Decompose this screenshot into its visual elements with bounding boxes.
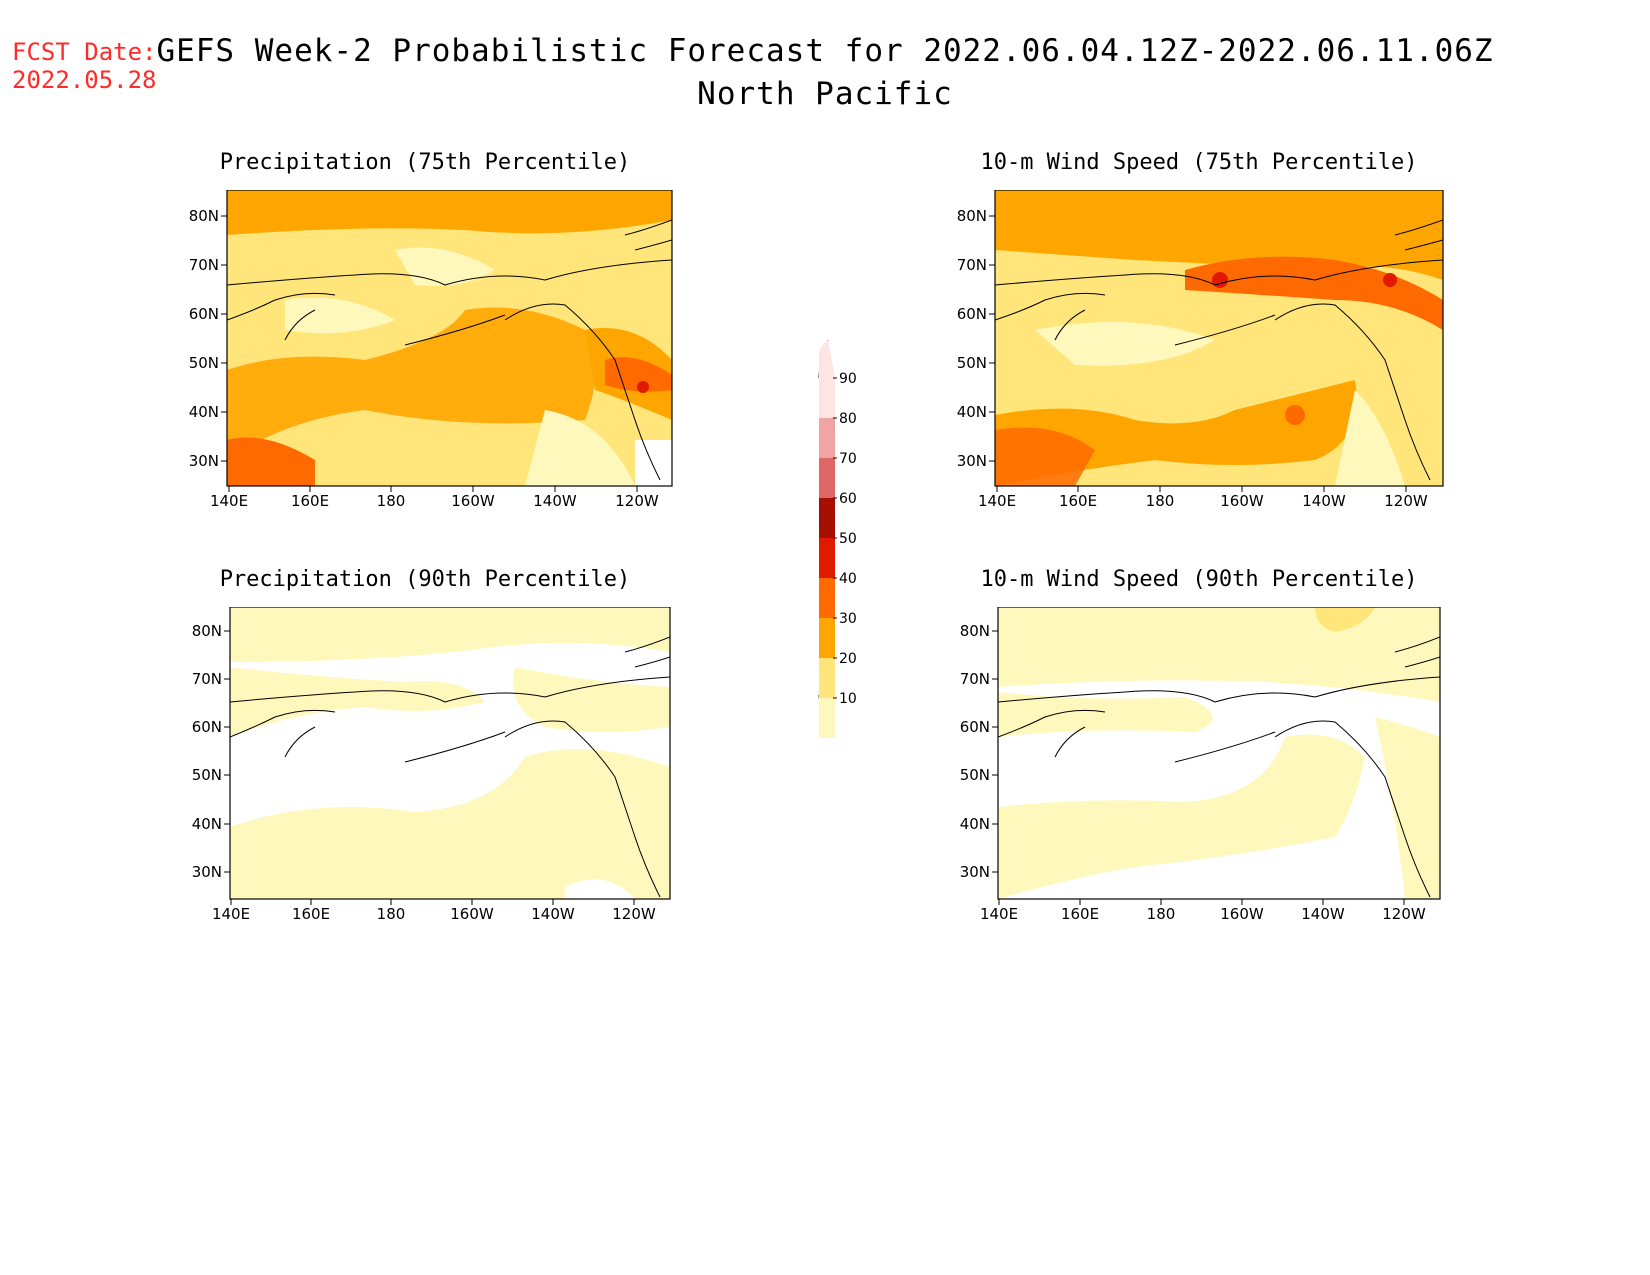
colorbar-label: 70: [839, 451, 857, 467]
map-precip-90: 80N 70N 60N 50N 40N 30N 140E 160E 180 16…: [192, 606, 671, 923]
forecast-date-value: 2022.05.28: [12, 66, 157, 94]
colorbar-swatch: [819, 658, 835, 698]
lon-label: 140E: [212, 905, 250, 923]
lon-label: 160E: [1059, 492, 1097, 510]
map-wind-90: 80N 70N 60N 50N 40N 30N 140E 160E 180 16…: [960, 606, 1441, 923]
lon-label: 180: [1147, 905, 1176, 923]
panel-wind-75: 10-m Wind Speed (75th Percentile) 80N 70…: [935, 150, 1455, 510]
lon-label: 160W: [450, 905, 494, 923]
lon-label: 140W: [531, 905, 575, 923]
colorbar-label: 10: [839, 691, 857, 707]
lon-label: 140W: [1302, 492, 1346, 510]
lon-label: 120W: [615, 492, 659, 510]
colorbar-label: 50: [839, 531, 857, 547]
colorbar-label: 40: [839, 571, 857, 587]
lon-label: 140W: [533, 492, 577, 510]
lon-label: 160E: [292, 905, 330, 923]
lat-label: 70N: [189, 256, 219, 274]
forecast-date-label: FCST Date:: [12, 38, 157, 66]
colorbar-swatch: [819, 578, 835, 618]
lat-label: 50N: [192, 766, 222, 784]
colorbar-swatch: [819, 458, 835, 498]
lat-label: 80N: [189, 207, 219, 225]
lat-label: 70N: [957, 256, 987, 274]
lon-label: 160W: [1220, 492, 1264, 510]
lon-label: 180: [377, 905, 406, 923]
colorbar: 90 80 70 60 50 40 30 20 10: [818, 339, 857, 738]
panel-precip-90: Precipitation (90th Percentile) 80N 70N …: [165, 567, 685, 927]
lat-label: 70N: [192, 670, 222, 688]
lat-label: 80N: [957, 207, 987, 225]
panel-precip-75: Precipitation (75th Percentile) 80N 70N …: [165, 150, 685, 510]
lat-label: 80N: [960, 622, 990, 640]
lon-label: 180: [377, 492, 406, 510]
lat-label: 70N: [960, 670, 990, 688]
colorbar-label: 30: [839, 611, 857, 627]
lat-label: 30N: [960, 863, 990, 881]
lat-label: 60N: [957, 305, 987, 323]
lon-label: 120W: [1384, 492, 1428, 510]
colorbar-swatches: [819, 378, 835, 738]
lon-label: 120W: [612, 905, 656, 923]
colorbar-swatch: [819, 538, 835, 578]
colorbar-swatch: [819, 378, 835, 418]
region-subtitle: North Pacific: [697, 76, 953, 112]
lat-label: 50N: [189, 354, 219, 372]
lon-label: 140E: [978, 492, 1016, 510]
colorbar-swatch: [819, 618, 835, 658]
lon-label: 160E: [1061, 905, 1099, 923]
panel-title: Precipitation (75th Percentile): [219, 150, 631, 175]
lat-label: 60N: [189, 305, 219, 323]
panel-title: 10-m Wind Speed (75th Percentile): [980, 150, 1418, 175]
colorbar-swatch: [819, 698, 835, 738]
lon-label: 120W: [1382, 905, 1426, 923]
colorbar-label: 60: [839, 491, 857, 507]
lon-label: 180: [1146, 492, 1175, 510]
lat-label: 40N: [960, 815, 990, 833]
map-wind-75: 80N 70N 60N 50N 40N 30N 140E 160E 180 16…: [957, 189, 1444, 510]
panel-title: Precipitation (90th Percentile): [219, 567, 631, 592]
lat-label: 50N: [960, 766, 990, 784]
colorbar-label: 90: [839, 371, 857, 387]
lat-label: 60N: [192, 718, 222, 736]
lat-label: 50N: [957, 354, 987, 372]
map-precip-75: 80N 70N 60N 50N 40N 30N 140E 160E 180 16…: [189, 189, 673, 510]
colorbar-swatch: [819, 418, 835, 458]
lon-label: 160W: [451, 492, 495, 510]
lat-label: 40N: [192, 815, 222, 833]
lon-label: 140E: [210, 492, 248, 510]
colorbar-label: 20: [839, 651, 857, 667]
colorbar-label: 80: [839, 411, 857, 427]
lon-label: 140E: [980, 905, 1018, 923]
lat-label: 30N: [189, 452, 219, 470]
forecast-date: FCST Date: 2022.05.28: [12, 38, 157, 94]
lat-label: 30N: [957, 452, 987, 470]
lat-label: 30N: [192, 863, 222, 881]
colorbar-labels: 90 80 70 60 50 40 30 20 10: [833, 371, 857, 707]
lat-label: 40N: [189, 403, 219, 421]
panel-title: 10-m Wind Speed (90th Percentile): [980, 567, 1418, 592]
lon-label: 160E: [291, 492, 329, 510]
lon-label: 140W: [1301, 905, 1345, 923]
lat-label: 60N: [960, 718, 990, 736]
page-title: GEFS Week-2 Probabilistic Forecast for 2…: [156, 33, 1494, 69]
lat-label: 40N: [957, 403, 987, 421]
colorbar-swatch: [819, 498, 835, 538]
lat-label: 80N: [192, 622, 222, 640]
panel-wind-90: 10-m Wind Speed (90th Percentile) 80N 70…: [935, 567, 1455, 927]
lon-label: 160W: [1220, 905, 1264, 923]
